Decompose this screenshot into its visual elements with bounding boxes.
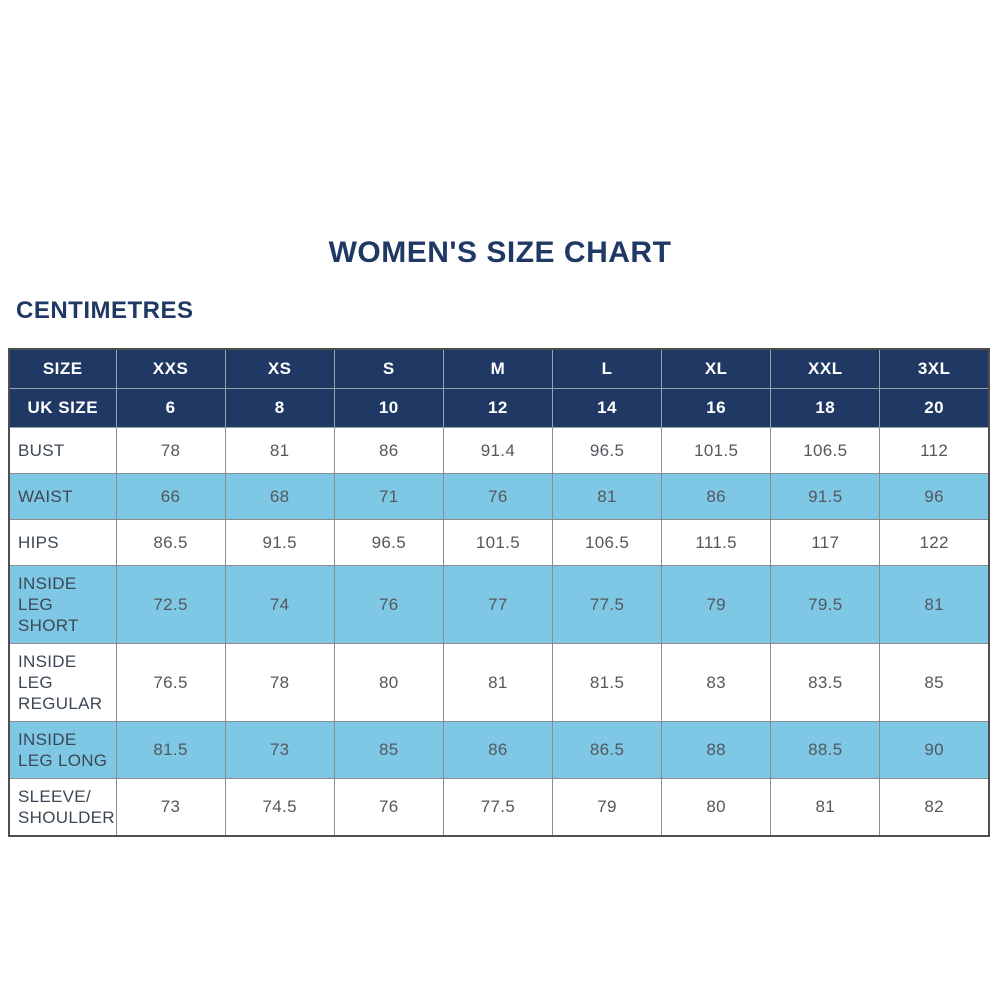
- measurement-cell: 73: [224, 721, 335, 779]
- measurement-cell: 112: [879, 427, 990, 474]
- header-row-label: UK SIZE: [8, 388, 117, 428]
- measurement-cell: 96.5: [551, 427, 663, 474]
- measurement-cell: 85: [333, 721, 444, 779]
- measurement-cell: 86.5: [551, 721, 663, 779]
- measurement-cell: 77.5: [551, 565, 663, 644]
- size-header-cell: XL: [661, 348, 772, 389]
- measurement-cell: 88: [661, 721, 772, 779]
- measurement-cell: 96.5: [333, 519, 444, 566]
- size-table-body: BUST 78 81 86 91.4 96.5 101.5 106.5 112 WAIST 66 68…: [8, 427, 990, 837]
- measurement-cell: 74.5: [224, 778, 335, 837]
- measurement-cell: 96: [879, 473, 990, 520]
- size-chart-table: SIZE XXS XS S M L XL XXL 3XL UK SIZE 6 8 10 12 14 16 18 2…: [8, 348, 990, 837]
- row-label: WAIST: [8, 473, 117, 520]
- measurement-cell: 83.5: [770, 643, 881, 722]
- measurement-cell: 79.5: [770, 565, 881, 644]
- size-header-cell: 8: [224, 388, 335, 428]
- measurement-cell: 90: [879, 721, 990, 779]
- measurement-cell: 79: [551, 778, 663, 837]
- size-header-cell: 14: [551, 388, 663, 428]
- measurement-cell: 80: [333, 643, 444, 722]
- measurement-cell: 122: [879, 519, 990, 566]
- row-label: INSIDE LEG LONG: [8, 721, 117, 779]
- measurement-cell: 81: [442, 643, 554, 722]
- measurement-cell: 106.5: [551, 519, 663, 566]
- measurement-cell: 91.5: [224, 519, 335, 566]
- measurement-row: SLEEVE/ SHOULDER 73 74.5 76 77.5 79 80 81 82: [8, 778, 990, 837]
- row-label: SLEEVE/ SHOULDER: [8, 778, 117, 837]
- size-header-cell: 12: [442, 388, 554, 428]
- measurement-row: INSIDE LEG SHORT 72.5 74 76 77 77.5 79 79.5 81: [8, 565, 990, 644]
- size-header-cell: L: [551, 348, 663, 389]
- measurement-cell: 117: [770, 519, 881, 566]
- size-header-cell: 10: [333, 388, 444, 428]
- measurement-row: INSIDE LEG REGULAR 76.5 78 80 81 81.5 83 83.5 85: [8, 643, 990, 722]
- measurement-cell: 85: [879, 643, 990, 722]
- measurement-cell: 73: [115, 778, 226, 837]
- measurement-cell: 81: [551, 473, 663, 520]
- row-label: HIPS: [8, 519, 117, 566]
- measurement-row: HIPS 86.5 91.5 96.5 101.5 106.5 111.5 117 122: [8, 519, 990, 566]
- measurement-cell: 86: [442, 721, 554, 779]
- size-header-cell: XS: [224, 348, 335, 389]
- unit-label: CENTIMETRES: [16, 297, 194, 324]
- measurement-cell: 86: [333, 427, 444, 474]
- header-row-label: SIZE: [8, 348, 117, 389]
- size-header-row: SIZE XXS XS S M L XL XXL 3XL: [8, 348, 990, 389]
- measurement-cell: 78: [224, 643, 335, 722]
- measurement-cell: 76: [333, 778, 444, 837]
- measurement-cell: 81.5: [115, 721, 226, 779]
- measurement-row: INSIDE LEG LONG 81.5 73 85 86 86.5 88 88.5 90: [8, 721, 990, 779]
- measurement-cell: 111.5: [661, 519, 772, 566]
- row-label: INSIDE LEG SHORT: [8, 565, 117, 644]
- measurement-cell: 80: [661, 778, 772, 837]
- size-header-cell: 16: [661, 388, 772, 428]
- measurement-cell: 77.5: [442, 778, 554, 837]
- measurement-cell: 76.5: [115, 643, 226, 722]
- measurement-cell: 88.5: [770, 721, 881, 779]
- measurement-cell: 81: [770, 778, 881, 837]
- measurement-cell: 86: [661, 473, 772, 520]
- measurement-cell: 106.5: [770, 427, 881, 474]
- measurement-cell: 91.5: [770, 473, 881, 520]
- size-header-cell: 18: [770, 388, 881, 428]
- row-label: INSIDE LEG REGULAR: [8, 643, 117, 722]
- row-label: BUST: [8, 427, 117, 474]
- measurement-cell: 78: [115, 427, 226, 474]
- measurement-cell: 77: [442, 565, 554, 644]
- size-header-cell: 20: [879, 388, 990, 428]
- measurement-cell: 72.5: [115, 565, 226, 644]
- measurement-cell: 71: [333, 473, 444, 520]
- measurement-cell: 83: [661, 643, 772, 722]
- measurement-cell: 91.4: [442, 427, 554, 474]
- measurement-cell: 81: [224, 427, 335, 474]
- uk-size-header-row: UK SIZE 6 8 10 12 14 16 18 20: [8, 388, 990, 428]
- size-header-cell: XXL: [770, 348, 881, 389]
- measurement-cell: 101.5: [661, 427, 772, 474]
- measurement-cell: 81.5: [551, 643, 663, 722]
- size-header-cell: S: [333, 348, 444, 389]
- measurement-cell: 79: [661, 565, 772, 644]
- size-header-cell: 3XL: [879, 348, 990, 389]
- measurement-cell: 76: [333, 565, 444, 644]
- measurement-cell: 81: [879, 565, 990, 644]
- measurement-cell: 76: [442, 473, 554, 520]
- measurement-cell: 74: [224, 565, 335, 644]
- measurement-cell: 66: [115, 473, 226, 520]
- measurement-cell: 101.5: [442, 519, 554, 566]
- measurement-cell: 68: [224, 473, 335, 520]
- measurement-row: WAIST 66 68 71 76 81 86 91.5 96: [8, 473, 990, 520]
- size-header-cell: 6: [115, 388, 226, 428]
- size-header-cell: M: [442, 348, 554, 389]
- page-title: WOMEN'S SIZE CHART: [328, 236, 672, 269]
- size-table-head: SIZE XXS XS S M L XL XXL 3XL UK SIZE 6 8 10 12 14 16 18 2…: [8, 348, 990, 428]
- measurement-row: BUST 78 81 86 91.4 96.5 101.5 106.5 112: [8, 427, 990, 474]
- size-header-cell: XXS: [115, 348, 226, 389]
- measurement-cell: 82: [879, 778, 990, 837]
- measurement-cell: 86.5: [115, 519, 226, 566]
